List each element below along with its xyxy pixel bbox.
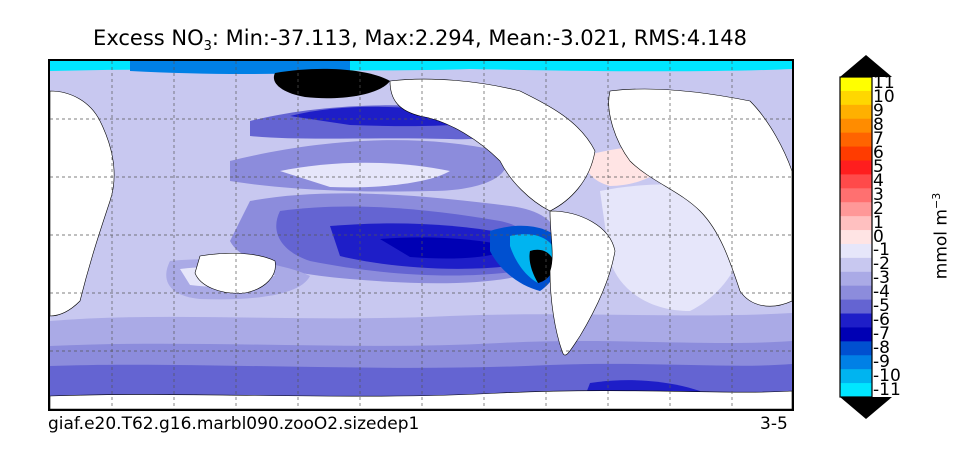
colorbar-segment: [840, 327, 872, 342]
title-stats: : Min:-37.113, Max:2.294, Mean:-3.021, R…: [211, 26, 747, 50]
colorbar-segment: [840, 174, 872, 189]
colorbar-tick-label: -10: [873, 365, 901, 386]
colorbar-unit-label: mmol m−3: [930, 193, 952, 279]
colorbar-tick-label: -4: [873, 282, 890, 303]
colorbar-segment: [840, 90, 872, 106]
colorbar-tick-label: -2: [873, 254, 890, 275]
colorbar-tick-label: 10: [873, 87, 895, 108]
colorbar-tick-label: 11: [873, 73, 895, 94]
north-pacific-band-1: [280, 162, 450, 188]
title-variable: Excess NO: [93, 26, 204, 50]
colorbar-segment: [840, 118, 872, 134]
land-australia: [194, 252, 276, 294]
peru-missing: [529, 249, 554, 283]
colorbar-segment: [840, 299, 872, 315]
colorbar-segment: [840, 188, 872, 203]
colorbar-segment: [840, 257, 872, 273]
colorbar-segment: [840, 132, 872, 148]
colorbar-segment: [840, 202, 872, 217]
colorbar-segment: [840, 104, 872, 120]
colorbar-segment: [840, 355, 872, 370]
colorbar-tick-label: 3: [873, 184, 884, 205]
colorbar-under-arrow: [840, 397, 892, 419]
colorbar-segment: [840, 230, 872, 245]
colorbar-segment: [840, 160, 872, 175]
greenland-missing: [273, 68, 390, 99]
colorbar-segments: [840, 77, 872, 398]
land-eurasia-west: [50, 90, 115, 317]
colorbar-segment: [840, 146, 872, 161]
colorbar-tick-label: 4: [873, 170, 884, 191]
land-north-america: [389, 78, 596, 212]
colorbar-tick-label: -8: [873, 337, 890, 358]
graticule: [50, 61, 792, 409]
colorbar-segment: [840, 243, 872, 259]
colorbar-tick-label: -7: [873, 323, 890, 344]
colorbar-tick-label: 6: [873, 143, 884, 164]
unit-main: mmol m: [931, 209, 952, 280]
colorbar-tick-label: 7: [873, 129, 884, 150]
title-variable-subscript: 3: [203, 39, 212, 55]
colorbar-tick-label: 5: [873, 156, 884, 177]
colorbar-tick-label: -9: [873, 351, 890, 372]
colorbar-segment: [840, 77, 872, 92]
colorbar-segment: [840, 383, 872, 398]
colorbar-tick-label: 9: [873, 101, 884, 122]
unit-superscript: −3: [930, 192, 943, 209]
colorbar-segment: [840, 285, 872, 301]
land-antarctica: [50, 390, 792, 409]
colorbar-tick-label: -6: [873, 309, 890, 330]
colorbar-segment: [840, 271, 872, 287]
colorbar-segment: [840, 369, 872, 384]
colorbar-tick-label: -3: [873, 268, 890, 289]
colorbar-over-arrow: [840, 55, 892, 77]
years-caption: 3-5: [760, 414, 788, 434]
colorbar-tick-label: 2: [873, 198, 884, 219]
map-panel: [48, 59, 794, 411]
colorbar-segment: [840, 341, 872, 356]
colorbar-tick-label: -1: [873, 240, 890, 261]
colorbar-outline: [839, 76, 873, 398]
land-south-america: [549, 210, 616, 356]
equatorial-band-7: [380, 237, 512, 259]
land-europe-africa: [608, 88, 792, 307]
colorbar-tick-label: 0: [873, 226, 884, 247]
colorbar-tick-label: 8: [873, 115, 884, 136]
plot-title: Excess NO3: Min:-37.113, Max:2.294, Mean…: [0, 26, 840, 54]
case-name-caption: giaf.e20.T62.g16.marbl090.zooO2.sizedep1: [48, 414, 420, 434]
colorbar: [839, 55, 892, 419]
colorbar-segment: [840, 216, 872, 231]
colorbar-segment: [840, 313, 872, 328]
colorbar-tick-label: -11: [873, 379, 901, 400]
colorbar-tick-label: -5: [873, 296, 890, 317]
map-canvas: [50, 61, 792, 409]
colorbar-tick-label: 1: [873, 212, 884, 233]
